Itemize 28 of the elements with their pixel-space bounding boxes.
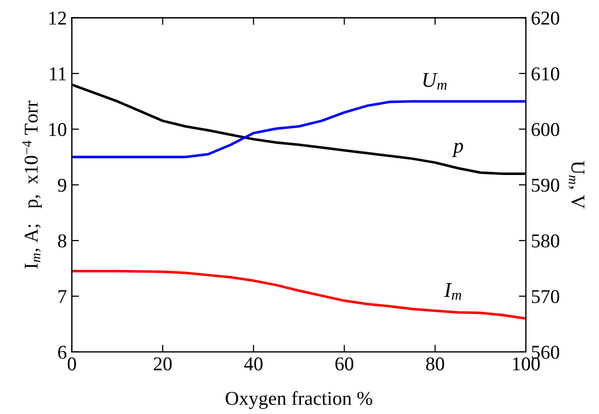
y2-tick-label: 580	[532, 234, 560, 248]
x-tick-label: 40	[244, 357, 262, 370]
x-tick-label: 60	[335, 357, 354, 370]
x-tick-label: 100	[513, 357, 540, 370]
y-tick-label: 11	[50, 67, 66, 80]
y2-tick-label: 570	[532, 290, 560, 304]
y2-tick-label: 560	[532, 346, 560, 359]
y2-tick-label: 620	[532, 12, 560, 25]
y2-tick-label: 590	[532, 178, 560, 192]
y-tick-label: 10	[49, 122, 66, 136]
y2-tick-label: 600	[532, 122, 560, 136]
series-label: I$_{m}$	[444, 283, 462, 300]
y-tick-label: 7	[58, 290, 66, 303]
y-axis-title: I$_{m}$, A; p, x10$^{−4}$ Torr	[22, 100, 42, 269]
series-label: U$_{m}$	[423, 73, 447, 90]
line-series	[72, 100, 526, 158]
y-tick-label: 9	[58, 178, 66, 192]
x-tick-label: 0	[68, 357, 76, 370]
y2-axis-title: U$_{m}$, V	[568, 161, 584, 209]
y-tick-label: 12	[49, 12, 66, 25]
line-series	[72, 270, 526, 320]
x-tick-label: 20	[154, 357, 172, 370]
x-axis-title: Oxygen fraction %	[226, 391, 372, 409]
y2-tick-label: 610	[532, 67, 560, 80]
y-tick-label: 8	[58, 234, 66, 248]
x-tick-label: 80	[426, 357, 444, 370]
y-tick-label: 6	[58, 346, 66, 359]
series-label: p	[452, 142, 464, 158]
